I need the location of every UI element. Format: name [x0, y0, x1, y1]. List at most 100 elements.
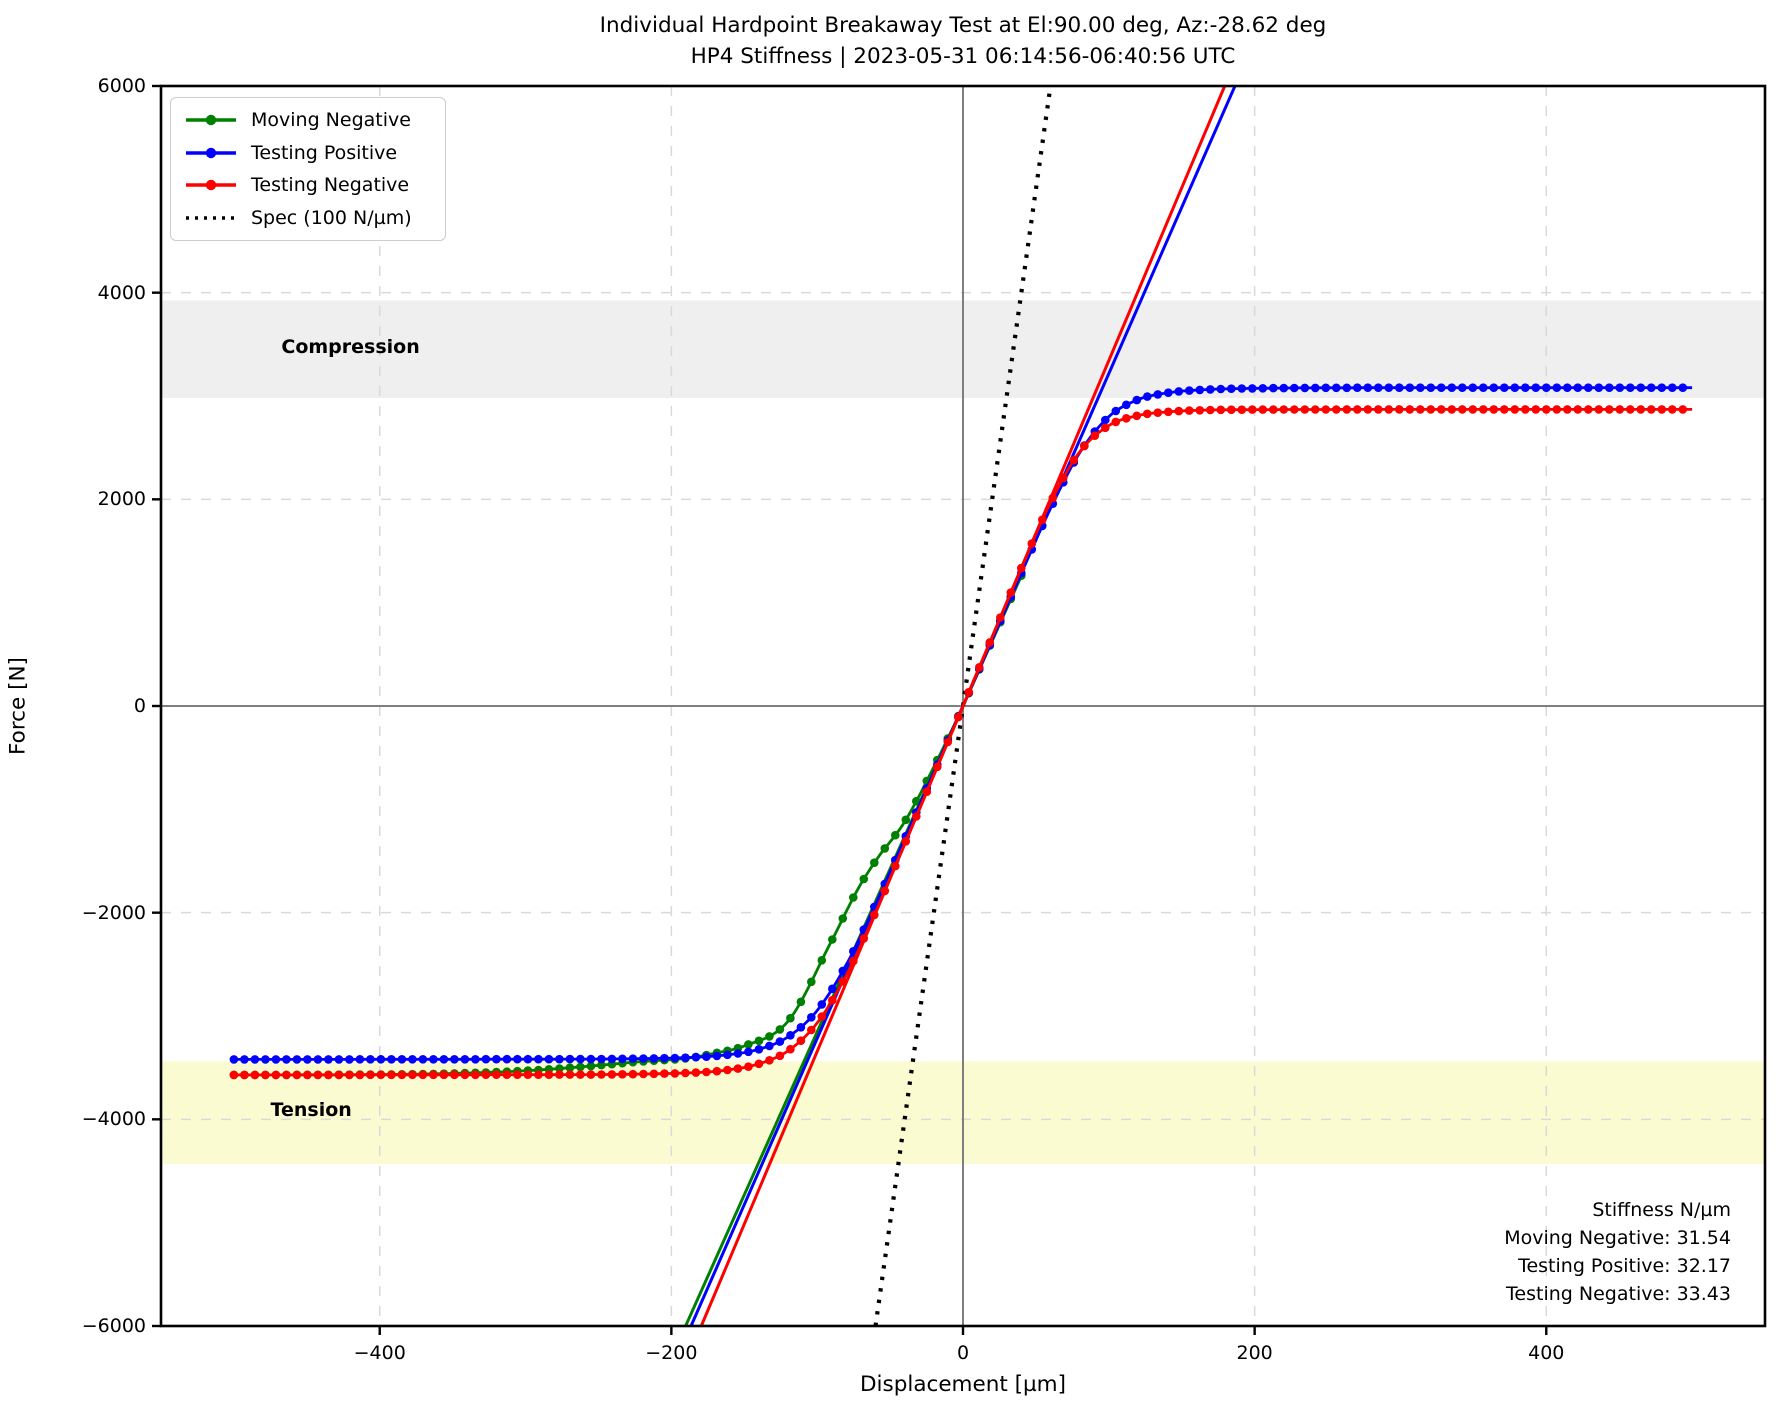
data-point [471, 1070, 480, 1080]
tension-band-label: Tension [270, 1098, 352, 1121]
data-point [597, 1060, 606, 1070]
data-point [796, 1036, 806, 1045]
data-point [1647, 405, 1656, 414]
data-point [1552, 383, 1562, 393]
data-point [859, 934, 869, 943]
data-point [1206, 405, 1215, 415]
data-point [376, 1055, 386, 1064]
legend-marker-testing-negative [186, 180, 236, 191]
data-point [1657, 405, 1667, 414]
data-point [691, 1052, 701, 1062]
data-point [670, 1069, 680, 1078]
data-point [1605, 405, 1614, 414]
data-point [1164, 388, 1173, 398]
series-points-testing-positive [229, 383, 1688, 1064]
data-point [691, 1068, 701, 1077]
data-point [1416, 383, 1425, 393]
data-point [849, 893, 858, 902]
data-point [250, 1070, 260, 1080]
data-point [481, 1054, 491, 1064]
data-point [1342, 405, 1352, 414]
data-point [1101, 415, 1110, 425]
data-point [628, 1069, 638, 1079]
data-point [366, 1070, 375, 1080]
data-point [534, 1070, 543, 1079]
x-axis-label: Displacement [µm] [859, 1372, 1067, 1397]
data-point [408, 1055, 417, 1064]
data-point [880, 886, 890, 896]
data-point [282, 1055, 291, 1064]
data-point [754, 1045, 764, 1054]
chart-title-line1: Individual Hardpoint Breakaway Test at E… [599, 13, 1327, 38]
data-point [1048, 493, 1058, 503]
data-point [649, 1054, 659, 1063]
data-point [1185, 386, 1194, 395]
x-axis-tick-label: −400 [353, 1342, 406, 1364]
data-point [586, 1061, 596, 1071]
data-point [240, 1055, 249, 1064]
data-point [754, 1036, 764, 1046]
data-point [775, 1025, 785, 1034]
data-point [744, 1040, 753, 1049]
data-point [912, 796, 921, 806]
data-point [901, 815, 911, 825]
y-axis-tick-label: −2000 [81, 901, 146, 924]
data-point [292, 1070, 302, 1080]
data-point [1615, 383, 1625, 393]
data-point [1143, 392, 1152, 401]
data-point [418, 1055, 428, 1064]
data-point [1122, 414, 1131, 423]
data-point [702, 1067, 711, 1077]
data-point [1258, 384, 1268, 393]
data-point [1027, 539, 1037, 548]
data-point [1573, 383, 1583, 393]
legend-label: Spec (100 N/µm) [251, 206, 412, 229]
data-point [576, 1062, 585, 1072]
data-point [555, 1064, 564, 1073]
data-point [1374, 405, 1383, 414]
data-point [1678, 383, 1688, 393]
data-point [681, 1068, 690, 1078]
data-point [439, 1055, 449, 1064]
data-point [387, 1070, 396, 1080]
y-axis-tick-label: 4000 [97, 281, 146, 304]
data-point [1437, 405, 1446, 414]
data-point [513, 1070, 522, 1079]
x-axis-tick-label: 400 [1528, 1342, 1565, 1364]
data-point [754, 1059, 764, 1069]
data-point [1678, 405, 1688, 414]
data-point [943, 737, 953, 747]
legend-label: Testing Positive [251, 141, 398, 164]
data-point [744, 1047, 753, 1057]
data-point [397, 1055, 407, 1064]
data-point [817, 1000, 827, 1009]
data-point [565, 1054, 575, 1064]
data-point [1101, 423, 1110, 433]
data-point [534, 1054, 543, 1064]
data-point [891, 861, 900, 871]
data-point [1111, 417, 1121, 427]
data-point [271, 1055, 281, 1064]
data-point [586, 1054, 596, 1064]
data-point [1227, 384, 1236, 394]
stiffness-annotation-title: Stiffness N/µm [1592, 1199, 1731, 1221]
data-point [334, 1070, 344, 1080]
legend-label: Testing Negative [251, 174, 410, 197]
data-point [1594, 383, 1604, 393]
data-point [1636, 383, 1646, 393]
legend-marker-spec-100-n-m [186, 215, 236, 220]
data-point [1164, 407, 1173, 417]
data-point [723, 1050, 732, 1060]
data-point [807, 1025, 816, 1035]
data-point [334, 1055, 344, 1064]
data-point [1279, 405, 1289, 414]
data-point [1185, 406, 1194, 415]
data-point [1437, 383, 1446, 393]
data-point [555, 1054, 564, 1064]
data-point [429, 1070, 438, 1080]
stiffness-line: Testing Negative: 33.43 [1506, 1283, 1731, 1305]
data-point [502, 1054, 512, 1064]
data-point [1668, 383, 1677, 393]
